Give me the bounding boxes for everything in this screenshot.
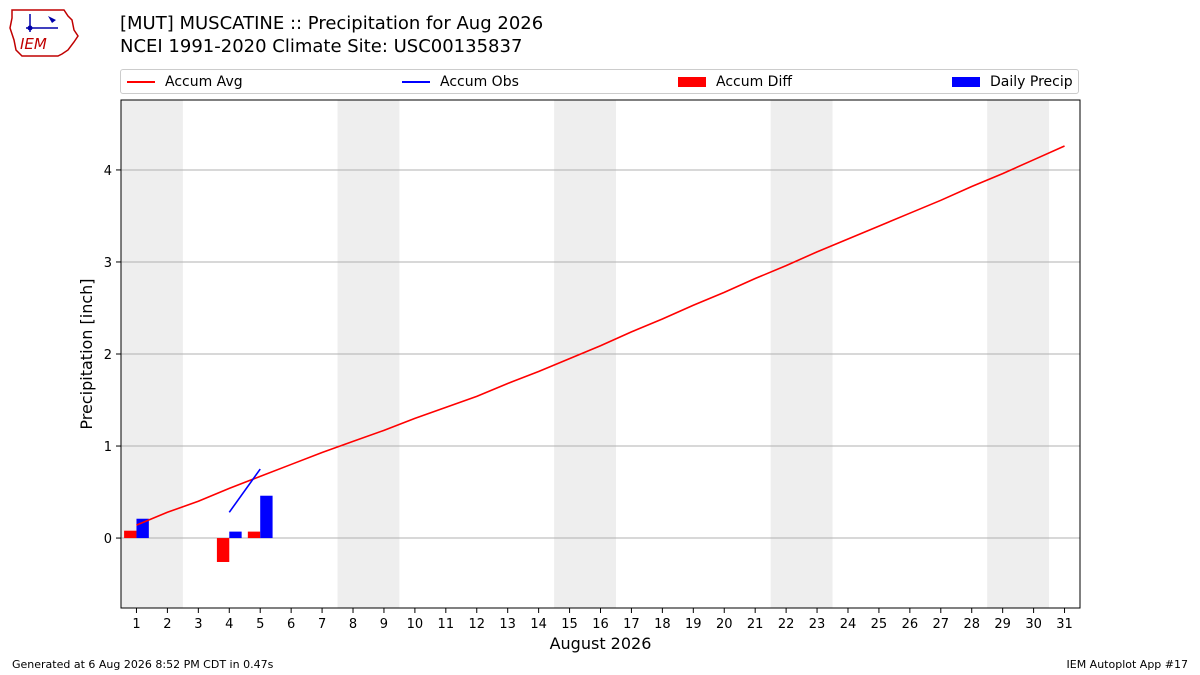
xtick-label-4: 4 <box>225 617 233 632</box>
logo-text: IEM <box>20 35 47 53</box>
ytick-label-1: 1 <box>104 440 112 455</box>
xtick-label-17: 17 <box>623 617 640 632</box>
xtick-label-27: 27 <box>933 617 950 632</box>
xtick-label-13: 13 <box>499 617 516 632</box>
xtick-label-31: 31 <box>1056 617 1073 632</box>
xtick-label-7: 7 <box>318 617 326 632</box>
ytick-label-3: 3 <box>104 256 112 271</box>
legend-label-daily-precip: Daily Precip <box>990 74 1073 90</box>
xtick-label-15: 15 <box>561 617 578 632</box>
ytick-label-2: 2 <box>104 348 112 363</box>
xtick-label-1: 1 <box>132 617 140 632</box>
bar-daily-precip-day-5 <box>260 495 273 539</box>
ytick-label-0: 0 <box>104 532 112 547</box>
xtick-label-3: 3 <box>194 617 202 632</box>
xtick-label-20: 20 <box>716 617 733 632</box>
bar-accum-diff-day-1 <box>124 530 137 539</box>
iem-logo: IEM <box>9 9 79 57</box>
bar-daily-precip-day-4 <box>229 531 242 539</box>
legend-label-accum-diff: Accum Diff <box>716 74 793 90</box>
xtick-label-14: 14 <box>530 617 547 632</box>
xtick-label-5: 5 <box>256 617 264 632</box>
xtick-label-16: 16 <box>592 617 609 632</box>
legend-swatch-accum-diff <box>678 77 706 87</box>
bar-accum-diff-day-5 <box>247 531 261 539</box>
legend: Accum Avg Accum Obs Accum Diff Daily Pre… <box>120 69 1079 94</box>
legend-swatch-daily-precip <box>952 77 980 87</box>
xtick-label-24: 24 <box>840 617 857 632</box>
xtick-label-21: 21 <box>747 617 764 632</box>
legend-item-accum-diff: Accum Diff <box>678 74 792 90</box>
xtick-label-18: 18 <box>654 617 671 632</box>
line-accum-obs <box>228 468 261 513</box>
xtick-label-30: 30 <box>1025 617 1042 632</box>
xtick-label-8: 8 <box>349 617 357 632</box>
xtick-label-26: 26 <box>902 617 919 632</box>
xtick-label-22: 22 <box>778 617 795 632</box>
title-line-1: [MUT] MUSCATINE :: Precipitation for Aug… <box>120 13 544 34</box>
legend-item-accum-obs: Accum Obs <box>402 74 519 90</box>
line-accum-avg <box>136 145 1065 526</box>
xtick-label-9: 9 <box>380 617 388 632</box>
xtick-label-23: 23 <box>809 617 826 632</box>
xtick-label-19: 19 <box>685 617 702 632</box>
legend-item-accum-avg: Accum Avg <box>127 74 243 90</box>
xtick-label-2: 2 <box>163 617 171 632</box>
bar-accum-diff-day-4 <box>216 538 230 562</box>
legend-swatch-accum-avg <box>127 81 155 83</box>
xtick-label-25: 25 <box>871 617 888 632</box>
chart-title: [MUT] MUSCATINE :: Precipitation for Aug… <box>120 12 543 58</box>
legend-item-daily-precip: Daily Precip <box>952 74 1073 90</box>
xtick-label-11: 11 <box>438 617 455 632</box>
xtick-label-28: 28 <box>963 617 980 632</box>
xtick-label-6: 6 <box>287 617 295 632</box>
title-line-2: NCEI 1991-2020 Climate Site: USC00135837 <box>120 36 523 57</box>
y-axis-label: Precipitation [inch] <box>77 278 96 429</box>
x-axis-label: August 2026 <box>550 634 652 653</box>
app-footer: IEM Autoplot App #17 <box>1066 658 1189 671</box>
ytick-label-4: 4 <box>104 164 112 179</box>
legend-label-accum-avg: Accum Avg <box>165 74 243 90</box>
xtick-label-29: 29 <box>994 617 1011 632</box>
legend-label-accum-obs: Accum Obs <box>440 74 519 90</box>
xtick-label-10: 10 <box>407 617 424 632</box>
legend-swatch-accum-obs <box>402 81 430 83</box>
generated-footer: Generated at 6 Aug 2026 8:52 PM CDT in 0… <box>12 658 274 671</box>
xtick-label-12: 12 <box>468 617 485 632</box>
